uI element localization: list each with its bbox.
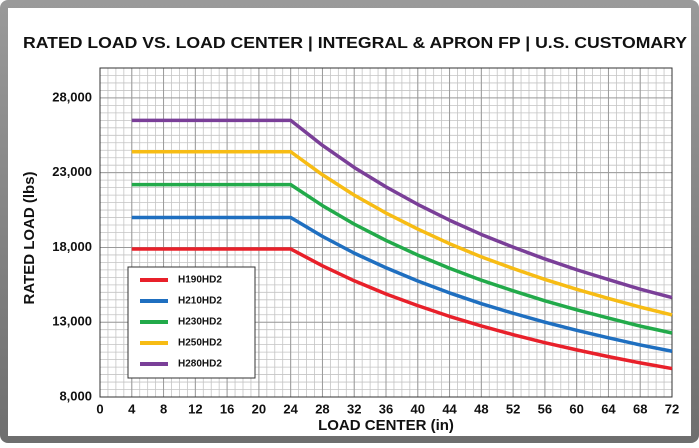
legend: H190HD2 H210HD2 H230HD2 H250HD2 H280HD2 — [127, 266, 256, 379]
legend-label: H190HD2 — [178, 275, 222, 286]
legend-label: H250HD2 — [178, 338, 222, 349]
y-axis-label: RATED LOAD (lbs) — [21, 171, 38, 304]
series-line — [131, 182, 673, 335]
x-tick-label: 0 — [96, 401, 103, 416]
x-tick-label: 12 — [188, 401, 202, 416]
x-tick-label: 36 — [379, 401, 393, 416]
x-tick-label: 4 — [128, 401, 136, 416]
legend-label: H210HD2 — [178, 296, 222, 307]
legend-label: H230HD2 — [178, 317, 222, 328]
y-tick-label: 18,000 — [52, 239, 92, 254]
x-tick-label: 72 — [665, 401, 679, 416]
series-line — [131, 247, 673, 371]
y-tick-label: 13,000 — [52, 314, 92, 329]
x-tick-label: 56 — [538, 401, 552, 416]
x-tick-label: 68 — [633, 401, 647, 416]
legend-label: H280HD2 — [178, 359, 222, 370]
y-tick-label: 23,000 — [52, 164, 92, 179]
series-line — [131, 215, 673, 353]
y-tick-label: 28,000 — [52, 89, 92, 104]
x-tick-label: 64 — [601, 401, 616, 416]
y-tick-label: 8,000 — [59, 388, 92, 403]
x-tick-label: 44 — [442, 401, 457, 416]
x-tick-label: 28 — [315, 401, 329, 416]
x-tick-label: 16 — [220, 401, 234, 416]
x-axis-label: LOAD CENTER (in) — [318, 417, 454, 434]
x-tick-label: 52 — [506, 401, 520, 416]
x-tick-label: 40 — [411, 401, 425, 416]
chart-title: RATED LOAD VS. LOAD CENTER | INTEGRAL & … — [23, 35, 687, 52]
x-tick-label: 48 — [474, 401, 488, 416]
series-line — [131, 149, 673, 317]
series-line — [131, 118, 673, 300]
x-tick-label: 20 — [252, 401, 266, 416]
x-tick-label: 8 — [160, 401, 167, 416]
x-tick-label: 32 — [347, 401, 361, 416]
x-tick-label: 24 — [283, 401, 298, 416]
x-tick-label: 60 — [569, 401, 583, 416]
plot-border — [99, 67, 673, 398]
